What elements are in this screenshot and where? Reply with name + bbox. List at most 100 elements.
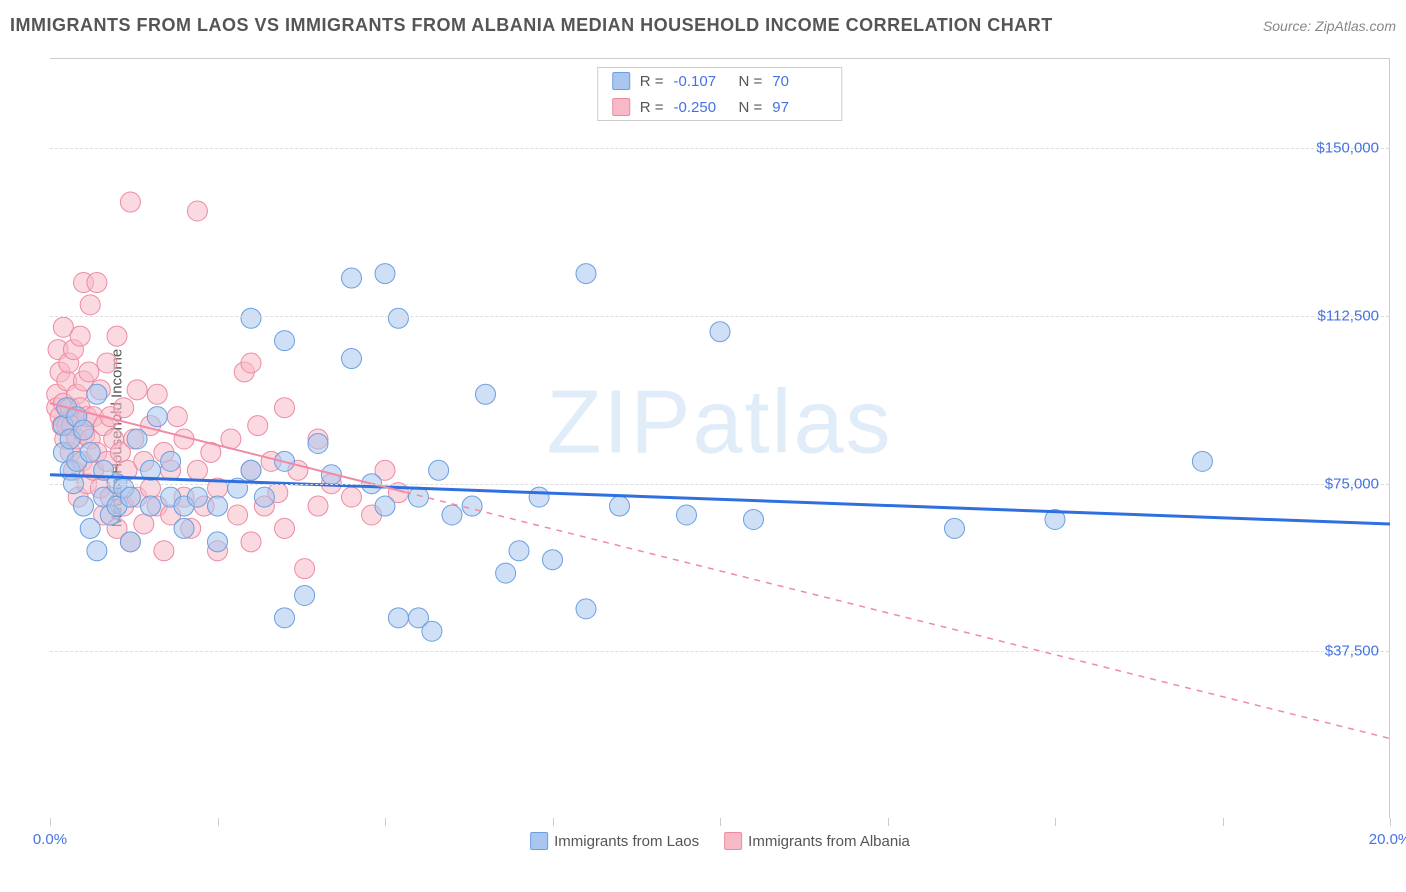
data-point [70,326,90,346]
data-point [208,532,228,552]
data-point [97,353,117,373]
data-point [496,563,516,583]
n-label: N = [739,99,763,116]
data-point [295,585,315,605]
plot-canvas: ZIPatlas R = -0.107 N = 70 R = -0.250 N … [50,58,1390,818]
data-point [127,429,147,449]
data-point [388,308,408,328]
x-tick [50,818,51,826]
swatch-albania [724,832,742,850]
y-tick-label: $37,500 [1325,643,1379,660]
swatch-laos [612,72,630,90]
data-point [1192,451,1212,471]
data-point [187,201,207,221]
data-point [476,384,496,404]
data-point [342,349,362,369]
stats-row-albania: R = -0.250 N = 97 [598,94,842,120]
legend-item-laos: Immigrants from Laos [530,832,699,850]
x-tick [553,818,554,826]
legend-label-laos: Immigrants from Laos [554,833,699,850]
gridline [50,484,1389,485]
x-tick-label: 0.0% [33,831,67,848]
data-point [275,518,295,538]
data-point [79,362,99,382]
data-point [147,384,167,404]
data-point [74,496,94,516]
data-point [275,331,295,351]
data-point [710,322,730,342]
n-value-albania: 97 [772,99,827,116]
chart-title: IMMIGRANTS FROM LAOS VS IMMIGRANTS FROM … [10,10,1396,46]
correlation-stats-legend: R = -0.107 N = 70 R = -0.250 N = 97 [597,67,843,121]
x-tick [888,818,889,826]
data-point [409,487,429,507]
data-point [80,442,100,462]
swatch-laos [530,832,548,850]
x-tick [218,818,219,826]
n-label: N = [739,73,763,90]
data-point [154,541,174,561]
data-point [308,433,328,453]
x-tick [720,818,721,826]
data-point [442,505,462,525]
r-label: R = [640,99,664,116]
legend-label-albania: Immigrants from Albania [748,833,910,850]
data-point [945,518,965,538]
data-point [74,420,94,440]
data-point [120,487,140,507]
data-point [462,496,482,516]
data-point [576,599,596,619]
data-point [375,264,395,284]
swatch-albania [612,98,630,116]
data-point [114,398,134,418]
data-point [576,264,596,284]
r-label: R = [640,73,664,90]
x-tick [385,818,386,826]
x-tick [1055,818,1056,826]
correlation-chart: IMMIGRANTS FROM LAOS VS IMMIGRANTS FROM … [10,10,1396,882]
data-point [174,518,194,538]
data-point [147,407,167,427]
data-point [87,384,107,404]
data-point [187,460,207,480]
data-point [342,487,362,507]
gridline [50,148,1389,149]
x-tick [1390,818,1391,826]
data-point [228,505,248,525]
data-point [429,460,449,480]
r-value-albania: -0.250 [674,99,729,116]
data-point [208,496,228,516]
data-point [241,353,261,373]
data-point [187,487,207,507]
data-point [241,460,261,480]
gridline [50,651,1389,652]
data-point [254,487,274,507]
x-tick [1223,818,1224,826]
data-point [141,496,161,516]
data-point [422,621,442,641]
data-point [388,608,408,628]
r-value-laos: -0.107 [674,73,729,90]
data-point [342,268,362,288]
trendline [50,475,1390,524]
data-point [161,451,181,471]
stats-row-laos: R = -0.107 N = 70 [598,68,842,94]
data-point [275,398,295,418]
series-legend: Immigrants from Laos Immigrants from Alb… [530,832,910,850]
data-point [127,380,147,400]
data-point [529,487,549,507]
data-point [241,532,261,552]
data-point [87,541,107,561]
data-point [141,478,161,498]
data-point [509,541,529,561]
data-point [543,550,563,570]
data-point [87,273,107,293]
data-point [80,295,100,315]
legend-item-albania: Immigrants from Albania [724,832,910,850]
gridline [50,316,1389,317]
data-point [120,192,140,212]
data-point [308,496,328,516]
data-point [677,505,697,525]
data-point [610,496,630,516]
x-tick-label: 20.0% [1369,831,1406,848]
